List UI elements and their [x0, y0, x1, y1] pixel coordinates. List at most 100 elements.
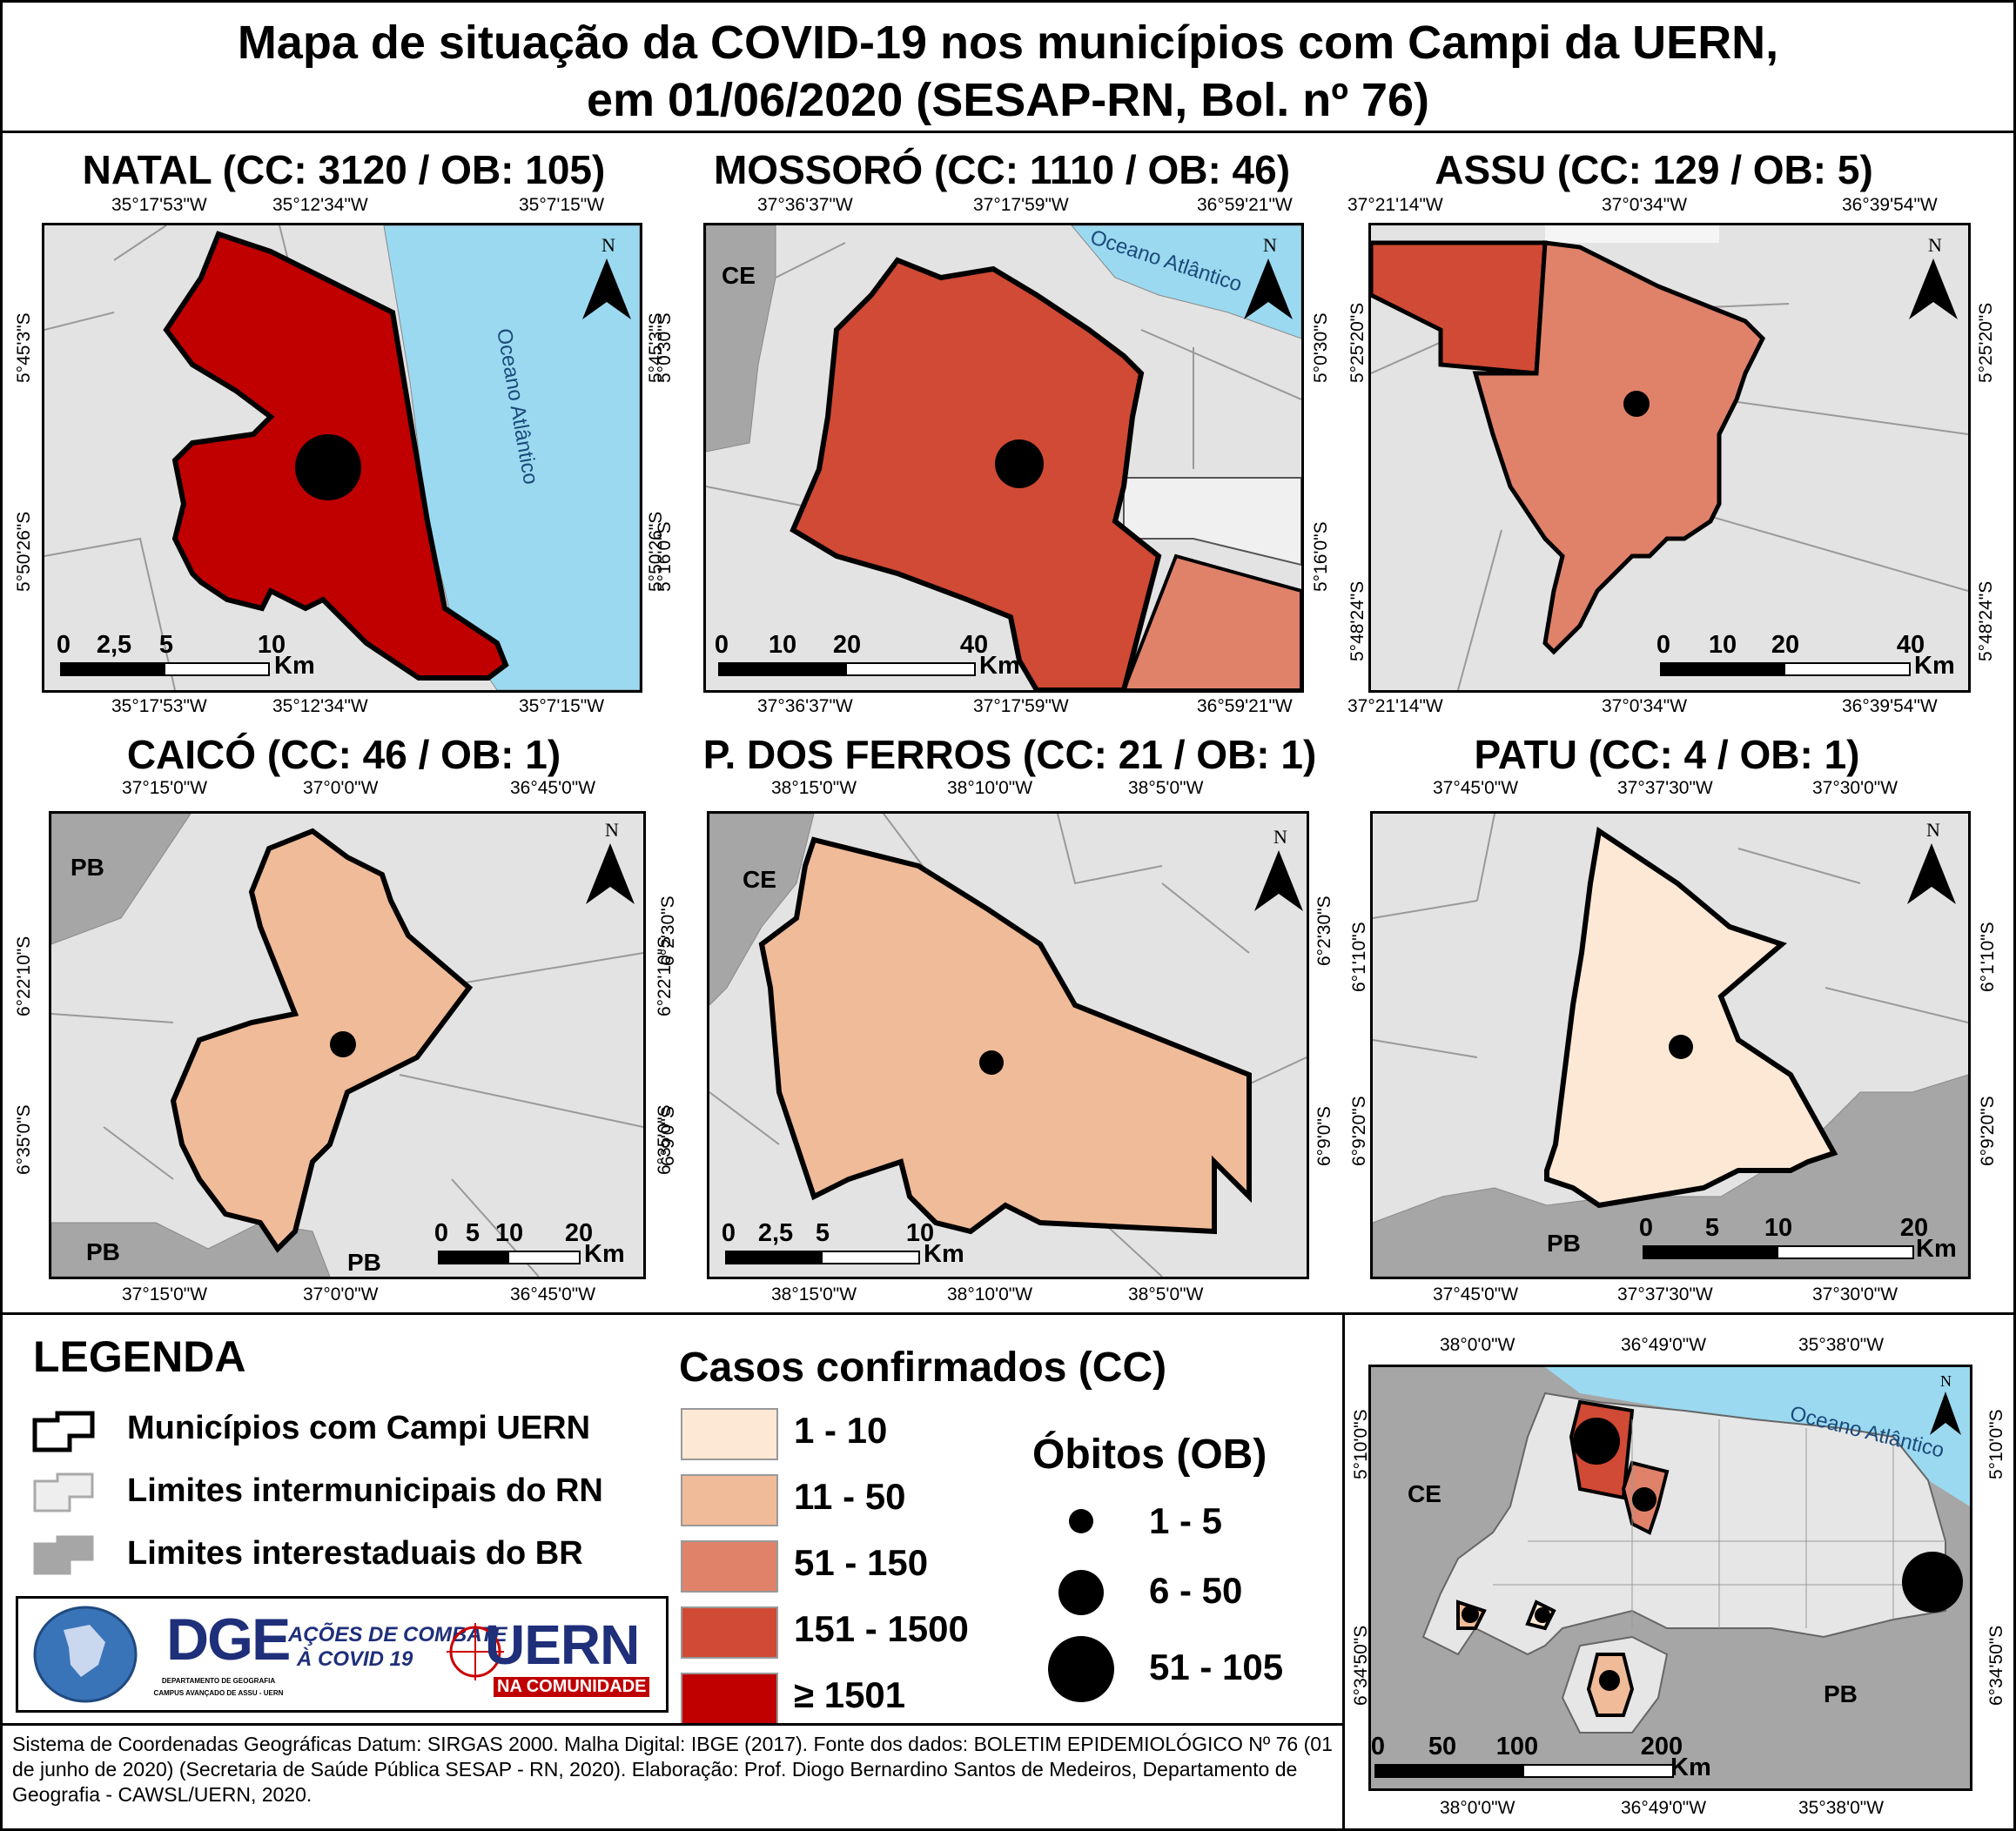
map-patu-svg — [1373, 814, 1968, 1277]
cc-class-label: 1 - 10 — [794, 1410, 888, 1451]
state-limits-icon — [33, 1535, 94, 1575]
ob-marker-medium — [1058, 1570, 1104, 1615]
coord-bottom: 37°30'0"W — [1812, 1284, 1898, 1305]
map-mossoro: Oceano Atlântico CE N 0 10 20 40 Km — [703, 223, 1304, 693]
footer-divider — [0, 1723, 1342, 1726]
north-arrow-icon: N — [1905, 819, 1958, 906]
panel-title-patu: PATU (CC: 4 / OB: 1) — [1474, 732, 1860, 777]
deaths-marker — [1599, 1670, 1620, 1691]
cc-swatch — [681, 1606, 778, 1659]
map-caico: PB PB PB N 0 5 10 20 Km — [49, 811, 646, 1279]
coord-bottom: 35°17'53"W — [111, 696, 207, 716]
legend-item: Municípios com Campi UERN — [127, 1410, 591, 1446]
panel-title-pferros: P. DOS FERROS (CC: 21 / OB: 1) — [702, 732, 1317, 777]
deaths-marker — [979, 1050, 1004, 1075]
title-line-2: em 01/06/2020 (SESAP-RN, Bol. nº 76) — [586, 74, 1430, 126]
dge-logo: DGE — [166, 1606, 291, 1673]
deaths-marker — [1462, 1606, 1479, 1623]
coord-right: 5°10'0"S — [1986, 1409, 2006, 1479]
target-icon — [447, 1623, 504, 1680]
map-overview-svg: Oceano Atlântico — [1421, 1367, 1970, 1734]
coord-left: 5°25'20"S — [1347, 302, 1368, 383]
coord-top: 36°45'0"W — [510, 778, 596, 798]
state-label-ce: CE — [743, 866, 776, 893]
cc-class-label: 151 - 1500 — [794, 1608, 969, 1649]
map-pferros-svg — [709, 814, 1307, 1277]
coord-bottom: 37°37'30"W — [1617, 1284, 1713, 1305]
coord-bottom: 37°0'0"W — [303, 1284, 379, 1305]
cc-class-label: 51 - 150 — [794, 1542, 929, 1583]
ob-class-label: 1 - 5 — [1149, 1500, 1223, 1541]
map-natal: Oceano Atlântico N 0 2,5 5 10 Km — [42, 223, 642, 693]
coord-top: 37°30'0"W — [1812, 778, 1898, 798]
deaths-marker — [1669, 1035, 1693, 1059]
coord-bottom: 36°39'54"W — [1842, 696, 1938, 716]
ob-marker-small — [1069, 1509, 1093, 1533]
coord-left: 6°9'20"S — [1349, 1096, 1369, 1166]
map-mossoro-svg: Oceano Atlântico — [706, 225, 1301, 690]
title-box: Mapa de situação da COVID-19 nos municíp… — [0, 0, 2016, 133]
coord-bottom: 36°45'0"W — [510, 1284, 596, 1305]
coord-bottom: 38°0'0"W — [1440, 1798, 1515, 1818]
north-arrow-icon: N — [1242, 234, 1294, 321]
coord-right: 5°16'0"S — [1311, 521, 1331, 592]
coord-right: 6°1'10"S — [1978, 922, 1998, 992]
scale-bar: 0 2,5 5 10 Km — [56, 631, 315, 680]
coord-top: 37°17'59"W — [973, 195, 1069, 215]
overview-divider — [1342, 1312, 1345, 1831]
scale-bar: 0 5 10 20 Km — [433, 1219, 625, 1268]
north-arrow-icon: N — [1907, 234, 1959, 321]
coord-left: 5°16'0"S — [655, 521, 675, 592]
coord-bottom: 38°15'0"W — [771, 1284, 857, 1305]
coord-left: 6°22'10"S — [14, 936, 34, 1016]
scale-bar: 0 50 100 200 Km — [1370, 1733, 1711, 1781]
deaths-marker — [1632, 1487, 1656, 1512]
deaths-marker — [995, 439, 1044, 488]
coord-bottom: 38°10'0"W — [947, 1284, 1033, 1305]
coord-top: 35°12'34"W — [272, 195, 368, 215]
map-assu: N 0 10 20 40 Km — [1368, 223, 1971, 693]
coord-top: 35°7'15"W — [519, 195, 605, 215]
coord-right: 6°2'30"S — [1314, 895, 1334, 966]
deaths-marker — [330, 1031, 356, 1057]
deaths-marker — [1902, 1552, 1963, 1613]
globe-logo-icon — [33, 1606, 138, 1703]
cc-class-label: ≥ 1501 — [794, 1674, 906, 1715]
map-overview: Oceano Atlântico CE PB N 0 50 100 200 Km — [1368, 1365, 1972, 1791]
coord-right: 6°34'50"S — [1986, 1625, 2006, 1706]
coord-left: 5°45'3"S — [14, 312, 34, 383]
coord-left: 5°48'24"S — [1347, 580, 1368, 661]
coord-top: 38°15'0"W — [771, 778, 857, 798]
coord-top: 35°17'53"W — [111, 195, 207, 215]
deaths-marker — [1623, 391, 1650, 417]
ob-legend-title: Óbitos (OB) — [1032, 1432, 1267, 1478]
ob-marker-large — [1048, 1636, 1114, 1702]
cc-class-label: 11 - 50 — [794, 1476, 906, 1517]
ob-class-label: 51 - 105 — [1149, 1647, 1284, 1687]
legend-item: Limites interestaduais do BR — [127, 1535, 583, 1572]
coord-bottom: 36°59'21"W — [1197, 696, 1293, 716]
map-assu-svg — [1371, 225, 1968, 690]
coord-top: 38°0'0"W — [1440, 1335, 1515, 1355]
coord-right: 6°9'0"S — [1314, 1106, 1334, 1166]
state-label-pb: PB — [86, 1238, 120, 1265]
ob-class-label: 6 - 50 — [1149, 1570, 1243, 1611]
municipal-limits-icon — [33, 1472, 94, 1512]
panel-title-natal: NATAL (CC: 3120 / OB: 105) — [82, 147, 606, 192]
state-label-ce: CE — [1408, 1480, 1441, 1507]
coord-bottom: 36°49'0"W — [1621, 1798, 1707, 1818]
state-label-ce: CE — [722, 262, 756, 289]
coord-top: 38°5'0"W — [1128, 778, 1204, 798]
coord-top: 37°36'37"W — [757, 195, 853, 215]
logos-box: DGE DEPARTAMENTO DE GEOGRAFIA CAMPUS AVA… — [16, 1596, 669, 1713]
coord-right: 5°0'30"S — [1311, 312, 1331, 383]
cc-swatch — [681, 1540, 778, 1593]
coord-top: 37°15'0"W — [122, 778, 208, 798]
footer-text: Sistema de Coordenadas Geográficas Datum… — [12, 1733, 1333, 1806]
state-label-pb: PB — [1547, 1230, 1581, 1257]
coord-left: 6°9'0"S — [658, 1106, 678, 1166]
coord-bottom: 37°15'0"W — [122, 1284, 208, 1305]
divider — [0, 1312, 2016, 1315]
coord-left: 6°1'10"S — [1349, 922, 1369, 992]
dge-subtitle: DEPARTAMENTO DE GEOGRAFIA — [161, 1677, 276, 1685]
